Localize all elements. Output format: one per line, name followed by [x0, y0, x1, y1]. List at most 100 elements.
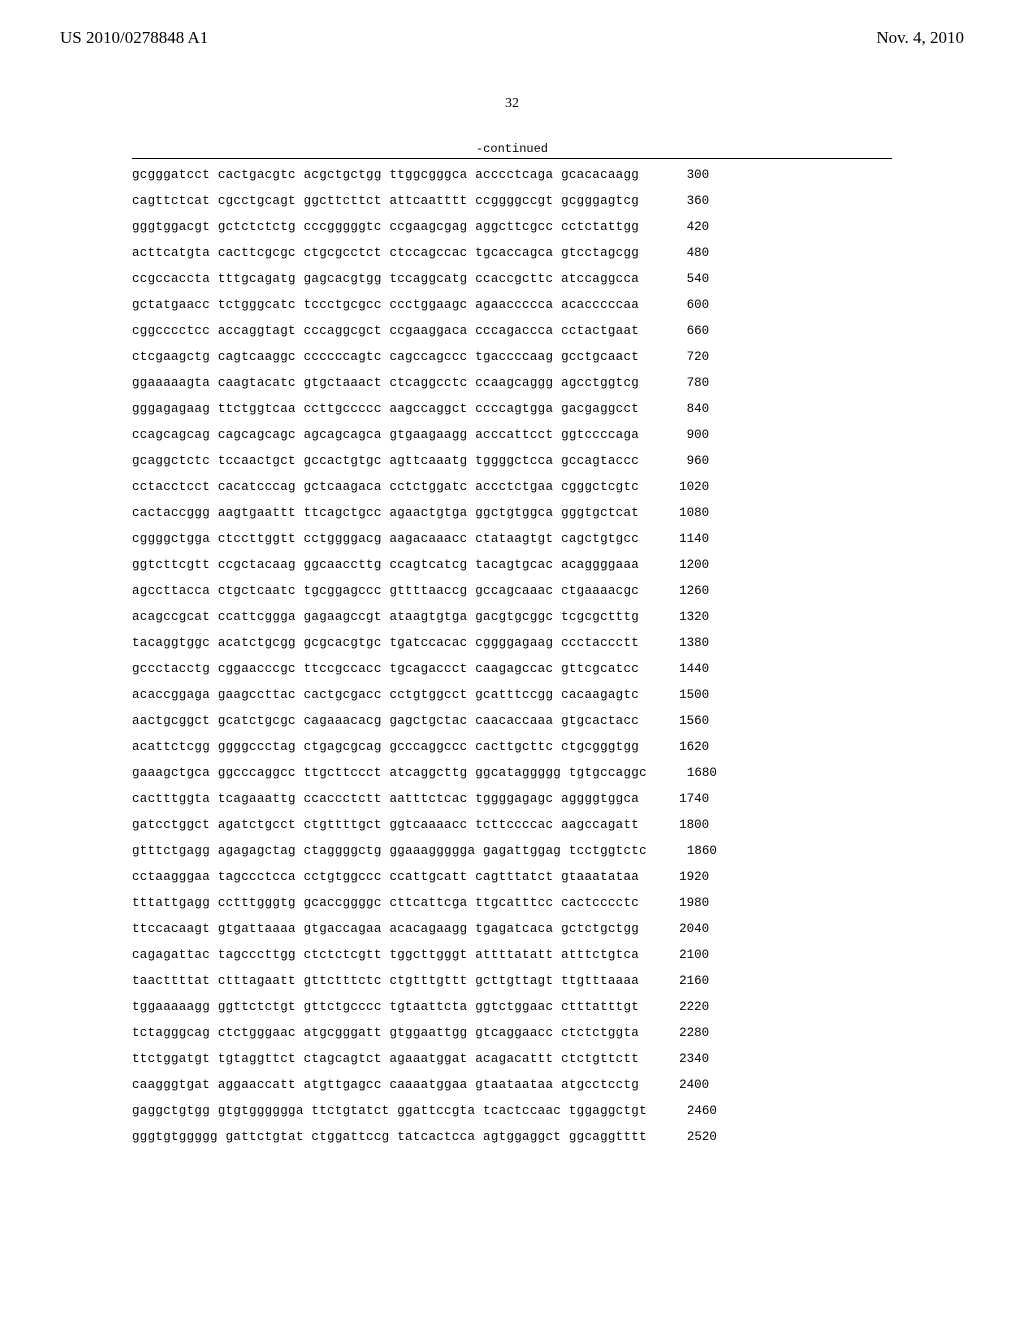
sequence-position: 840 — [669, 403, 709, 416]
sequence-row: gcgggatcct cactgacgtc acgctgctgg ttggcgg… — [132, 169, 892, 182]
sequence-text: agccttacca ctgctcaatc tgcggagccc gttttaa… — [132, 585, 639, 598]
sequence-position: 2520 — [677, 1131, 717, 1144]
sequence-position: 960 — [669, 455, 709, 468]
sequence-text: gtttctgagg agagagctag ctaggggctg ggaaagg… — [132, 845, 647, 858]
sequence-position: 420 — [669, 221, 709, 234]
sequence-row: cactaccggg aagtgaattt ttcagctgcc agaactg… — [132, 507, 892, 520]
sequence-text: tctagggcag ctctgggaac atgcgggatt gtggaat… — [132, 1027, 639, 1040]
sequence-text: cactaccggg aagtgaattt ttcagctgcc agaactg… — [132, 507, 639, 520]
sequence-row: ttccacaagt gtgattaaaa gtgaccagaa acacaga… — [132, 923, 892, 936]
sequence-position: 1140 — [669, 533, 709, 546]
sequence-text: ccgccaccta tttgcagatg gagcacgtgg tccaggc… — [132, 273, 639, 286]
sequence-position: 1080 — [669, 507, 709, 520]
sequence-row: cggcccctcc accaggtagt cccaggcgct ccgaagg… — [132, 325, 892, 338]
sequence-text: cctacctcct cacatcccag gctcaagaca cctctgg… — [132, 481, 639, 494]
sequence-text: caagggtgat aggaaccatt atgttgagcc caaaatg… — [132, 1079, 639, 1092]
sequence-row: gggtgtggggg gattctgtat ctggattccg tatcac… — [132, 1131, 892, 1144]
sequence-position: 2160 — [669, 975, 709, 988]
sequence-row: ccgccaccta tttgcagatg gagcacgtgg tccaggc… — [132, 273, 892, 286]
page-number: 32 — [0, 96, 1024, 112]
sequence-row: tctagggcag ctctgggaac atgcgggatt gtggaat… — [132, 1027, 892, 1040]
sequence-position: 1860 — [677, 845, 717, 858]
sequence-position: 2400 — [669, 1079, 709, 1092]
sequence-position: 2040 — [669, 923, 709, 936]
sequence-row: cagttctcat cgcctgcagt ggcttcttct attcaat… — [132, 195, 892, 208]
sequence-row: gctatgaacc tctgggcatc tccctgcgcc ccctgga… — [132, 299, 892, 312]
continued-label: -continued — [0, 142, 1024, 156]
sequence-row: cggggctgga ctccttggtt cctggggacg aagacaa… — [132, 533, 892, 546]
sequence-row: gggagagaag ttctggtcaa ccttgccccc aagccag… — [132, 403, 892, 416]
sequence-row: agccttacca ctgctcaatc tgcggagccc gttttaa… — [132, 585, 892, 598]
sequence-row: acaccggaga gaagccttac cactgcgacc cctgtgg… — [132, 689, 892, 702]
sequence-row: tttattgagg cctttgggtg gcaccggggc cttcatt… — [132, 897, 892, 910]
sequence-text: ttctggatgt tgtaggttct ctagcagtct agaaatg… — [132, 1053, 639, 1066]
sequence-text: acattctcgg ggggccctag ctgagcgcag gcccagg… — [132, 741, 639, 754]
sequence-row: ggaaaaagta caagtacatc gtgctaaact ctcaggc… — [132, 377, 892, 390]
sequence-position: 600 — [669, 299, 709, 312]
sequence-position: 1980 — [669, 897, 709, 910]
sequence-row: tacaggtggc acatctgcgg gcgcacgtgc tgatcca… — [132, 637, 892, 650]
sequence-position: 300 — [669, 169, 709, 182]
sequence-text: ccagcagcag cagcagcagc agcagcagca gtgaaga… — [132, 429, 639, 442]
sequence-position: 1560 — [669, 715, 709, 728]
sequence-row: acagccgcat ccattcggga gagaagccgt ataagtg… — [132, 611, 892, 624]
sequence-text: cagttctcat cgcctgcagt ggcttcttct attcaat… — [132, 195, 639, 208]
sequence-position: 1680 — [677, 767, 717, 780]
sequence-text: acttcatgta cacttcgcgc ctgcgcctct ctccagc… — [132, 247, 639, 260]
sequence-text: tggaaaaagg ggttctctgt gttctgcccc tgtaatt… — [132, 1001, 639, 1014]
sequence-text: gccctacctg cggaacccgc ttccgccacc tgcagac… — [132, 663, 639, 676]
sequence-text: gcaggctctc tccaactgct gccactgtgc agttcaa… — [132, 455, 639, 468]
sequence-position: 1380 — [669, 637, 709, 650]
sequence-text: tttattgagg cctttgggtg gcaccggggc cttcatt… — [132, 897, 639, 910]
sequence-text: ggtcttcgtt ccgctacaag ggcaaccttg ccagtca… — [132, 559, 639, 572]
publication-number: US 2010/0278848 A1 — [60, 28, 208, 48]
sequence-row: aactgcggct gcatctgcgc cagaaacacg gagctgc… — [132, 715, 892, 728]
sequence-row: gcaggctctc tccaactgct gccactgtgc agttcaa… — [132, 455, 892, 468]
sequence-text: ttccacaagt gtgattaaaa gtgaccagaa acacaga… — [132, 923, 639, 936]
sequence-row: gaaagctgca ggcccaggcc ttgcttccct atcaggc… — [132, 767, 892, 780]
sequence-text: ctcgaagctg cagtcaaggc ccccccagtc cagccag… — [132, 351, 639, 364]
sequence-row: gtttctgagg agagagctag ctaggggctg ggaaagg… — [132, 845, 892, 858]
sequence-row: taacttttat ctttagaatt gttctttctc ctgtttg… — [132, 975, 892, 988]
sequence-position: 2220 — [669, 1001, 709, 1014]
sequence-position: 480 — [669, 247, 709, 260]
sequence-position: 1440 — [669, 663, 709, 676]
sequence-text: gaaagctgca ggcccaggcc ttgcttccct atcaggc… — [132, 767, 647, 780]
sequence-position: 1620 — [669, 741, 709, 754]
sequence-position: 900 — [669, 429, 709, 442]
sequence-position: 2100 — [669, 949, 709, 962]
sequence-row: ggtcttcgtt ccgctacaag ggcaaccttg ccagtca… — [132, 559, 892, 572]
divider-line — [132, 158, 892, 159]
sequence-row: tggaaaaagg ggttctctgt gttctgcccc tgtaatt… — [132, 1001, 892, 1014]
sequence-position: 1800 — [669, 819, 709, 832]
sequence-text: cggcccctcc accaggtagt cccaggcgct ccgaagg… — [132, 325, 639, 338]
sequence-text: gggtgtggggg gattctgtat ctggattccg tatcac… — [132, 1131, 647, 1144]
sequence-row: acattctcgg ggggccctag ctgagcgcag gcccagg… — [132, 741, 892, 754]
sequence-text: acaccggaga gaagccttac cactgcgacc cctgtgg… — [132, 689, 639, 702]
sequence-position: 780 — [669, 377, 709, 390]
sequence-row: cctaagggaa tagccctcca cctgtggccc ccattgc… — [132, 871, 892, 884]
sequence-row: cactttggta tcagaaattg ccaccctctt aatttct… — [132, 793, 892, 806]
sequence-row: gggtggacgt gctctctctg cccgggggtc ccgaagc… — [132, 221, 892, 234]
sequence-text: cctaagggaa tagccctcca cctgtggccc ccattgc… — [132, 871, 639, 884]
sequence-text: gatcctggct agatctgcct ctgttttgct ggtcaaa… — [132, 819, 639, 832]
sequence-text: gggtggacgt gctctctctg cccgggggtc ccgaagc… — [132, 221, 639, 234]
sequence-text: gggagagaag ttctggtcaa ccttgccccc aagccag… — [132, 403, 639, 416]
sequence-position: 720 — [669, 351, 709, 364]
sequence-listing: gcgggatcct cactgacgtc acgctgctgg ttggcgg… — [132, 169, 892, 1144]
sequence-text: ggaaaaagta caagtacatc gtgctaaact ctcaggc… — [132, 377, 639, 390]
sequence-position: 1200 — [669, 559, 709, 572]
sequence-row: cctacctcct cacatcccag gctcaagaca cctctgg… — [132, 481, 892, 494]
sequence-position: 2460 — [677, 1105, 717, 1118]
sequence-position: 1020 — [669, 481, 709, 494]
sequence-position: 1740 — [669, 793, 709, 806]
sequence-position: 360 — [669, 195, 709, 208]
sequence-text: cagagattac tagcccttgg ctctctcgtt tggcttg… — [132, 949, 639, 962]
sequence-text: tacaggtggc acatctgcgg gcgcacgtgc tgatcca… — [132, 637, 639, 650]
sequence-text: cactttggta tcagaaattg ccaccctctt aatttct… — [132, 793, 639, 806]
sequence-row: caagggtgat aggaaccatt atgttgagcc caaaatg… — [132, 1079, 892, 1092]
sequence-row: ccagcagcag cagcagcagc agcagcagca gtgaaga… — [132, 429, 892, 442]
sequence-text: aactgcggct gcatctgcgc cagaaacacg gagctgc… — [132, 715, 639, 728]
sequence-position: 1260 — [669, 585, 709, 598]
sequence-position: 540 — [669, 273, 709, 286]
